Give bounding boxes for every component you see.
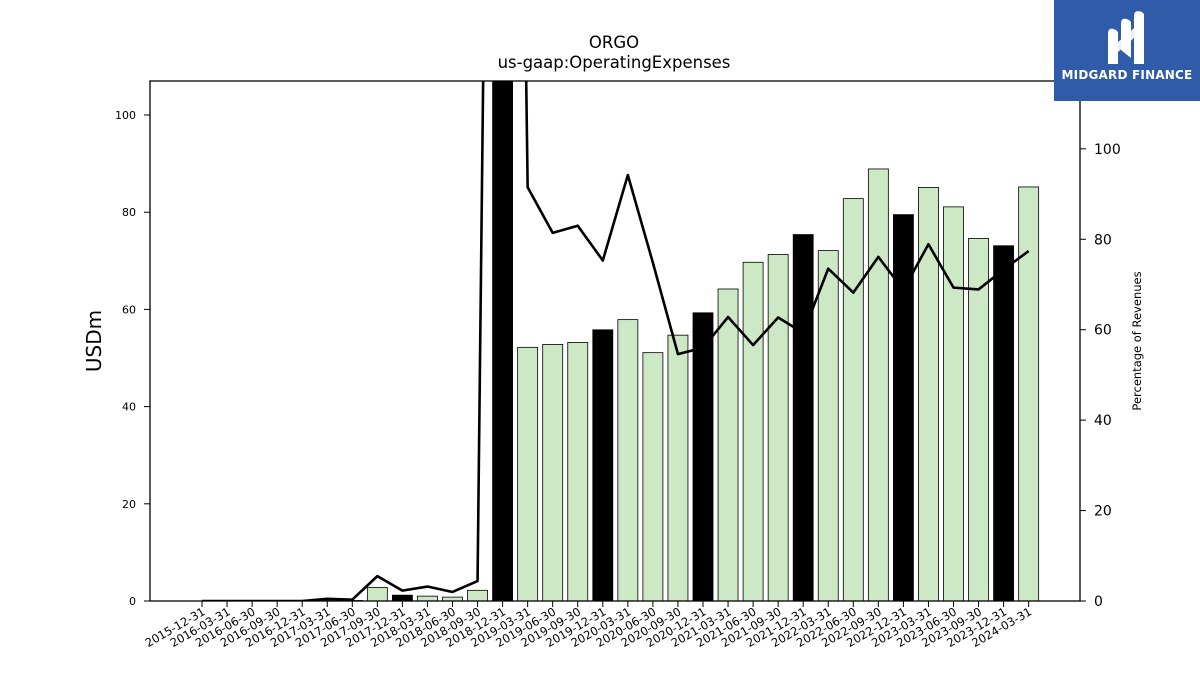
y-tick-label-40: 40 (122, 401, 136, 414)
y2-tick-label-100: 100 (1094, 142, 1121, 158)
bar-2023-09-30 (968, 238, 989, 601)
bar-2021-06-30 (742, 261, 764, 601)
bar-2018-09-30 (467, 589, 488, 601)
bar-2023-06-30 (943, 206, 964, 601)
bar-2017-12-31 (391, 594, 413, 601)
midgard-finance-logo: MIDGARD FINANCE (1054, 0, 1200, 101)
bar-2023-12-31 (993, 245, 1014, 601)
line-series (202, 81, 1030, 601)
bar-2021-09-30 (767, 254, 789, 601)
bar-2019-06-30 (542, 343, 564, 601)
y-tick-label-20: 20 (122, 498, 136, 511)
bar-2021-03-31 (717, 288, 739, 601)
bar-2019-09-30 (567, 342, 589, 601)
y2-tick-label-0: 0 (1094, 594, 1103, 610)
bar-series (316, 81, 1040, 601)
bar-2022-03-31 (817, 250, 839, 601)
plot-frame (149, 80, 1081, 602)
bar-2020-12-31 (692, 312, 714, 601)
bar-2020-03-31 (617, 319, 639, 601)
bar-2021-12-31 (792, 234, 814, 601)
bar-2020-06-30 (642, 352, 664, 601)
logo-text: MIDGARD FINANCE (1061, 68, 1193, 82)
y2-tick-label-20: 20 (1094, 504, 1112, 520)
y2-tick-label-80: 80 (1094, 232, 1112, 248)
midgard-m-icon (1108, 11, 1144, 65)
chart-subtitle: us-gaap:OperatingExpenses (498, 53, 731, 72)
bar-2018-03-31 (417, 595, 438, 601)
bar-2023-03-31 (918, 187, 939, 601)
y-tick-label-80: 80 (122, 206, 136, 219)
bar-2019-03-31 (517, 346, 539, 601)
y-axis-right: 0 20 40 60 80 100 (1080, 142, 1121, 610)
y-tick-label-0: 0 (129, 595, 136, 608)
y2-axis-label: Percentage of Revenues (1130, 271, 1144, 410)
y-axis-left: 0 20 40 60 80 100 (115, 109, 150, 608)
line-percentage-of-revenues (202, 81, 1030, 601)
bar-2019-12-31 (592, 329, 614, 601)
y-tick-label-100: 100 (115, 109, 136, 122)
chart-title: ORGO (589, 33, 639, 52)
bar-2017-09-30 (366, 586, 388, 601)
bar-2022-06-30 (842, 198, 864, 601)
bar-2022-12-31 (893, 214, 914, 601)
y2-tick-label-40: 40 (1094, 413, 1112, 429)
bar-2024-03-31 (1018, 186, 1040, 601)
bar-2020-09-30 (667, 334, 689, 601)
y2-tick-label-60: 60 (1094, 323, 1112, 339)
y-axis-label: USDm (82, 310, 106, 372)
y-tick-label-60: 60 (122, 303, 136, 316)
x-axis: 2015-12-312016-03-312016-06-302016-09-30… (143, 601, 1034, 650)
bar-2018-12-31 (492, 81, 514, 601)
bar-2022-09-30 (867, 168, 889, 601)
